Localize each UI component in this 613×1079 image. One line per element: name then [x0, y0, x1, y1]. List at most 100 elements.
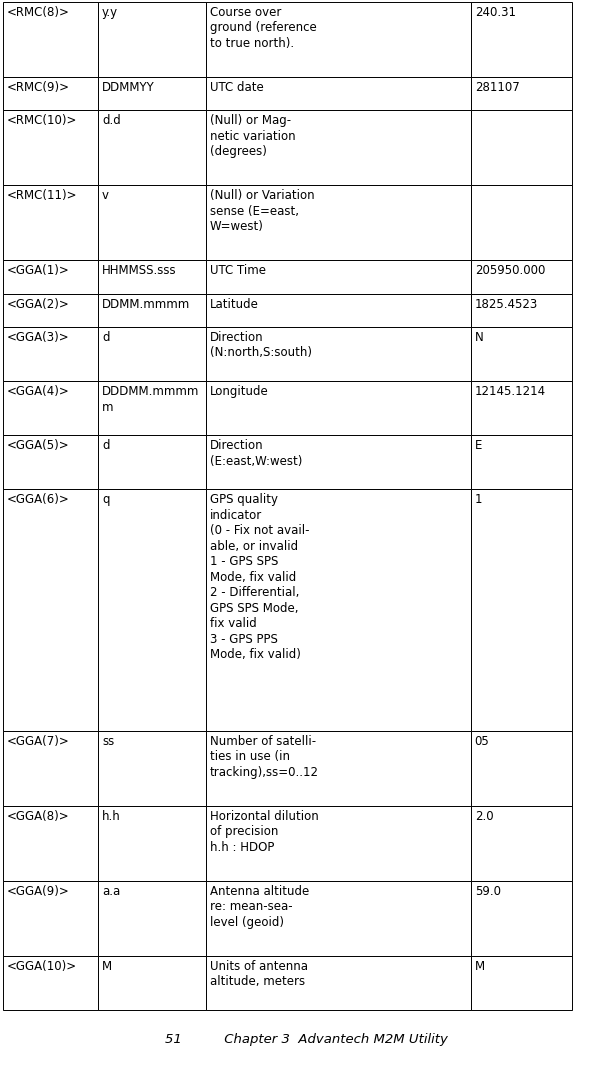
Text: <GGA(3)>: <GGA(3)> [7, 331, 70, 344]
Bar [98, 490, 206, 730]
Text: 2.0: 2.0 [474, 810, 493, 823]
Text: <GGA(10)>: <GGA(10)> [7, 960, 77, 973]
Bar [206, 110, 471, 186]
Text: Units of antenna
altitude, meters: Units of antenna altitude, meters [210, 960, 308, 988]
Bar [471, 260, 572, 293]
Text: (Null) or Variation
sense (E=east,
W=west): (Null) or Variation sense (E=east, W=wes… [210, 189, 314, 233]
Bar [3, 110, 98, 186]
Bar [3, 2, 98, 77]
Text: M: M [102, 960, 112, 973]
Text: (Null) or Mag-
netic variation
(degrees): (Null) or Mag- netic variation (degrees) [210, 114, 295, 159]
Text: ss: ss [102, 735, 114, 748]
Text: HHMMSS.sss: HHMMSS.sss [102, 264, 177, 277]
Text: a.a: a.a [102, 885, 120, 898]
Bar [471, 2, 572, 77]
Text: d: d [102, 331, 110, 344]
Text: DDMM.mmmm: DDMM.mmmm [102, 298, 190, 311]
Text: <RMC(11)>: <RMC(11)> [7, 189, 77, 202]
Bar [3, 730, 98, 806]
Bar [3, 435, 98, 490]
Bar [206, 730, 471, 806]
Bar [3, 77, 98, 110]
Bar [98, 730, 206, 806]
Text: Latitude: Latitude [210, 298, 259, 311]
Text: 59.0: 59.0 [474, 885, 501, 898]
Text: DDMMYY: DDMMYY [102, 81, 154, 94]
Bar [206, 435, 471, 490]
Bar [206, 77, 471, 110]
Text: GPS quality
indicator
(0 - Fix not avail-
able, or invalid
1 - GPS SPS
Mode, fix: GPS quality indicator (0 - Fix not avail… [210, 493, 309, 661]
Bar [98, 381, 206, 435]
Bar [471, 186, 572, 260]
Text: <GGA(4)>: <GGA(4)> [7, 385, 70, 398]
Bar [3, 381, 98, 435]
Text: DDDMM.mmmm
m: DDDMM.mmmm m [102, 385, 199, 413]
Bar [471, 327, 572, 381]
Text: d: d [102, 439, 110, 452]
Bar [98, 806, 206, 880]
Bar [3, 806, 98, 880]
Text: <RMC(8)>: <RMC(8)> [7, 6, 70, 19]
Text: <GGA(7)>: <GGA(7)> [7, 735, 70, 748]
Bar [98, 880, 206, 956]
Bar [471, 730, 572, 806]
Bar [471, 956, 572, 1010]
Bar [98, 293, 206, 327]
Bar [98, 435, 206, 490]
Bar [3, 490, 98, 730]
Bar [471, 110, 572, 186]
Bar [206, 880, 471, 956]
Text: 05: 05 [474, 735, 489, 748]
Text: Number of satelli-
ties in use (in
tracking),ss=0..12: Number of satelli- ties in use (in track… [210, 735, 319, 779]
Bar [3, 327, 98, 381]
Bar [206, 186, 471, 260]
Bar [206, 260, 471, 293]
Bar [98, 327, 206, 381]
Text: d.d: d.d [102, 114, 121, 127]
Bar [98, 110, 206, 186]
Text: <GGA(6)>: <GGA(6)> [7, 493, 70, 506]
Bar [98, 260, 206, 293]
Text: v: v [102, 189, 109, 202]
Text: N: N [474, 331, 484, 344]
Bar [3, 956, 98, 1010]
Text: M: M [474, 960, 485, 973]
Bar [206, 490, 471, 730]
Bar [3, 293, 98, 327]
Bar [3, 186, 98, 260]
Text: 240.31: 240.31 [474, 6, 516, 19]
Text: y.y: y.y [102, 6, 118, 19]
Text: q: q [102, 493, 110, 506]
Text: Direction
(E:east,W:west): Direction (E:east,W:west) [210, 439, 302, 467]
Bar [471, 293, 572, 327]
Text: <GGA(1)>: <GGA(1)> [7, 264, 70, 277]
Bar [98, 77, 206, 110]
Bar [206, 2, 471, 77]
Bar [3, 260, 98, 293]
Bar [206, 806, 471, 880]
Bar [471, 381, 572, 435]
Bar [471, 490, 572, 730]
Text: Horizontal dilution
of precision
h.h : HDOP: Horizontal dilution of precision h.h : H… [210, 810, 318, 853]
Bar [206, 956, 471, 1010]
Text: 1825.4523: 1825.4523 [474, 298, 538, 311]
Bar [98, 186, 206, 260]
Bar [98, 956, 206, 1010]
Text: Direction
(N:north,S:south): Direction (N:north,S:south) [210, 331, 311, 359]
Bar [206, 381, 471, 435]
Bar [206, 327, 471, 381]
Bar [3, 880, 98, 956]
Text: Course over
ground (reference
to true north).: Course over ground (reference to true no… [210, 6, 316, 50]
Text: h.h: h.h [102, 810, 121, 823]
Text: Antenna altitude
re: mean-sea-
level (geoid): Antenna altitude re: mean-sea- level (ge… [210, 885, 309, 929]
Text: E: E [474, 439, 482, 452]
Bar [471, 77, 572, 110]
Text: 51          Chapter 3  Advantech M2M Utility: 51 Chapter 3 Advantech M2M Utility [165, 1033, 448, 1046]
Text: 12145.1214: 12145.1214 [474, 385, 546, 398]
Text: UTC date: UTC date [210, 81, 264, 94]
Text: <GGA(8)>: <GGA(8)> [7, 810, 70, 823]
Text: Longitude: Longitude [210, 385, 268, 398]
Bar [471, 435, 572, 490]
Bar [98, 2, 206, 77]
Text: <GGA(5)>: <GGA(5)> [7, 439, 70, 452]
